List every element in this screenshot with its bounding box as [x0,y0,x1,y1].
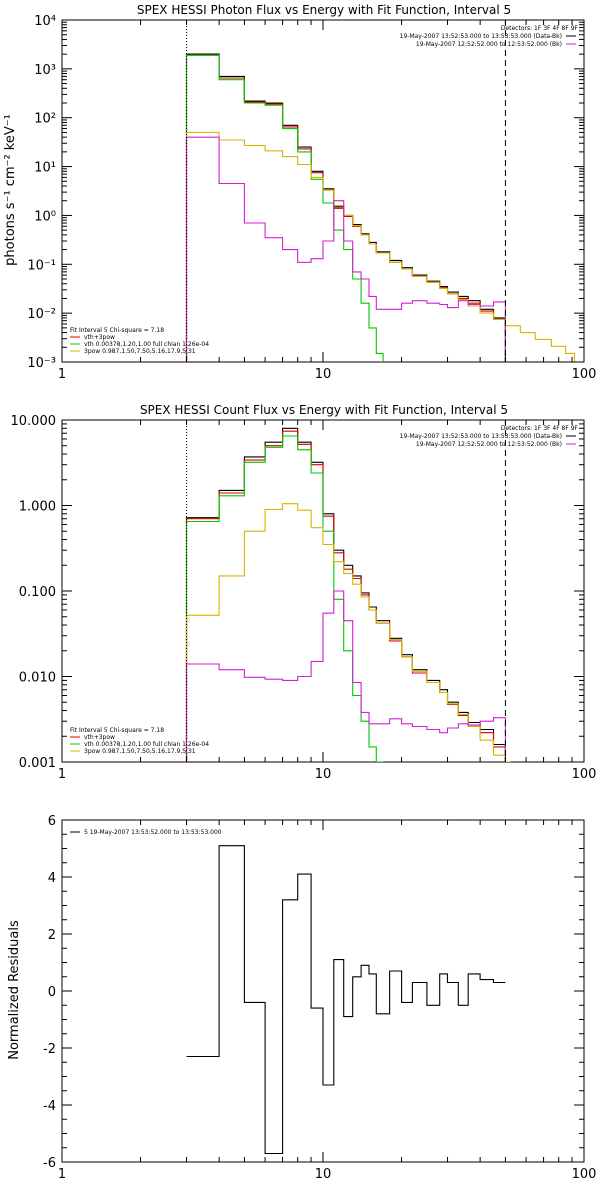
x-tick-label: 100 [572,767,597,782]
y-tick-label: 10⁰ [34,209,56,224]
fit-legend-entry: 3pow 0.987,1.50,7.50,5.16,17.9,5.31 [84,748,196,755]
series-group [186,845,506,1155]
detectors-label: Detectors: 1F 3F 4F 8F 9F [501,425,579,432]
y-tick-label: -6 [43,1156,56,1171]
y-tick-label: 1.000 [19,500,56,515]
y-tick-label: 0.100 [19,585,56,600]
series-line-0 [186,845,506,1155]
y-tick-label: -2 [43,1042,56,1057]
fit-legend-entry: vth 0.00378,1.20,1.00 full chian 1.26e-0… [84,341,209,348]
y-tick-label: 10⁻² [27,307,56,322]
x-tick-label: 1 [58,767,66,782]
x-tick-label: 10 [315,767,332,782]
x-tick-label: 10 [315,367,332,382]
y-tick-label: 10⁴ [34,14,56,29]
y-tick-label: 4 [48,871,56,886]
series-line-0 [185,53,506,362]
x-tick-label: 1 [58,367,66,382]
fit-legend-entry: vth+3pow [84,734,115,741]
x-tick-label: 1 [58,1167,66,1182]
x-tick-label: 10 [315,1167,332,1182]
x-tick-label: 100 [572,1167,597,1182]
count-flux-panel: SPEX HESSI Count Flux vs Energy with Fit… [11,403,597,782]
series-line-3 [185,131,576,362]
series-line-4 [185,590,506,762]
legend-entry: 19-May-2007 12:52:52.000 to 12:53:52.000… [416,441,562,448]
series-line-4 [185,136,506,362]
fit-chi-square-label: Fit Interval 5 Chi-square = 7.18 [70,727,164,734]
residuals-panel: Normalized Residuals 1 10 100 -6 -4 -2 0 2 4 6 5 1… [7,814,596,1182]
series-line-3 [185,503,511,762]
legend-entry: 19-May-2007 13:52:53.000 to 13:53:53.000… [400,433,562,440]
y-tick-label: 0.001 [19,756,56,771]
residuals-plot-frame [61,819,585,1163]
fit-legend-entry: 3pow 0.987,1.50,7.50,5.16,17.9,5.31 [84,348,196,355]
y-tick-label: 0 [48,985,56,1000]
series-line-1 [185,430,506,762]
legend-entry: 19-May-2007 13:52:53.000 to 13:53:53.000… [400,33,562,40]
series-line-2 [185,435,384,762]
y-tick-label: 10¹ [34,161,56,176]
y-tick-label: -4 [43,1099,56,1114]
series-line-1 [185,54,506,362]
x-tick-label: 100 [572,367,597,382]
legend-entry: 5 19-May-2007 13:53:52.000 to 13:53:53.0… [84,829,222,836]
photon-flux-y-axis-label: photons s⁻¹ cm⁻² keV⁻¹ [3,114,18,266]
series-group [185,53,576,362]
series-group [185,427,511,762]
fit-legend-entry: vth+3pow [84,334,115,341]
y-tick-label: 10² [34,112,56,127]
count-flux-title: SPEX HESSI Count Flux vs Energy with Fit… [140,403,508,417]
y-tick-label: 10⁻³ [27,356,56,371]
legend-entry: 19-May-2007 12:52:52.000 to 12:53:52.000… [416,41,562,48]
fit-legend-entry: vth 0.00378,1.20,1.00 full chian 1.26e-0… [84,741,209,748]
detectors-label: Detectors: 1F 3F 4F 8F 9F [501,25,579,32]
y-tick-label: 10⁻¹ [27,258,56,273]
y-tick-label: 2 [48,928,56,943]
fit-chi-square-label: Fit Interval 5 Chi-square = 7.18 [70,327,164,334]
photon-flux-title: SPEX HESSI Photon Flux vs Energy with Fi… [137,3,511,17]
series-line-0 [185,427,506,762]
y-tick-label: 10³ [34,63,56,78]
residuals-y-axis-label: Normalized Residuals [7,920,22,1060]
photon-flux-panel: SPEX HESSI Photon Flux vs Energy with Fi… [3,3,596,382]
y-tick-label: 0.010 [19,671,56,686]
y-tick-label: 6 [48,814,56,829]
series-line-2 [185,54,384,362]
y-tick-label: 10.000 [11,414,57,429]
